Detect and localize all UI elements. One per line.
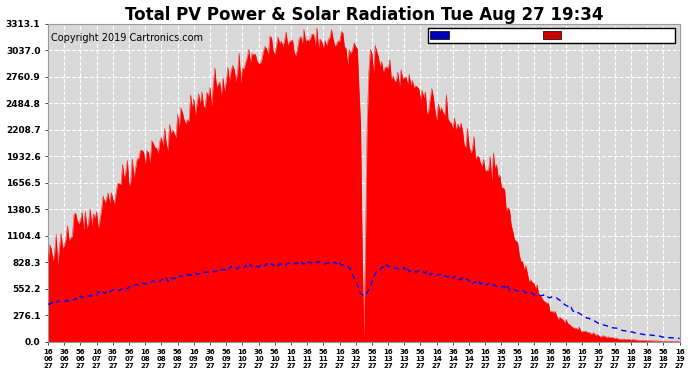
Title: Total PV Power & Solar Radiation Tue Aug 27 19:34: Total PV Power & Solar Radiation Tue Aug…: [125, 6, 603, 24]
Text: Copyright 2019 Cartronics.com: Copyright 2019 Cartronics.com: [51, 33, 204, 43]
Legend: Radiation (W/m2), PV Panels (DC Watts): Radiation (W/m2), PV Panels (DC Watts): [428, 28, 675, 43]
